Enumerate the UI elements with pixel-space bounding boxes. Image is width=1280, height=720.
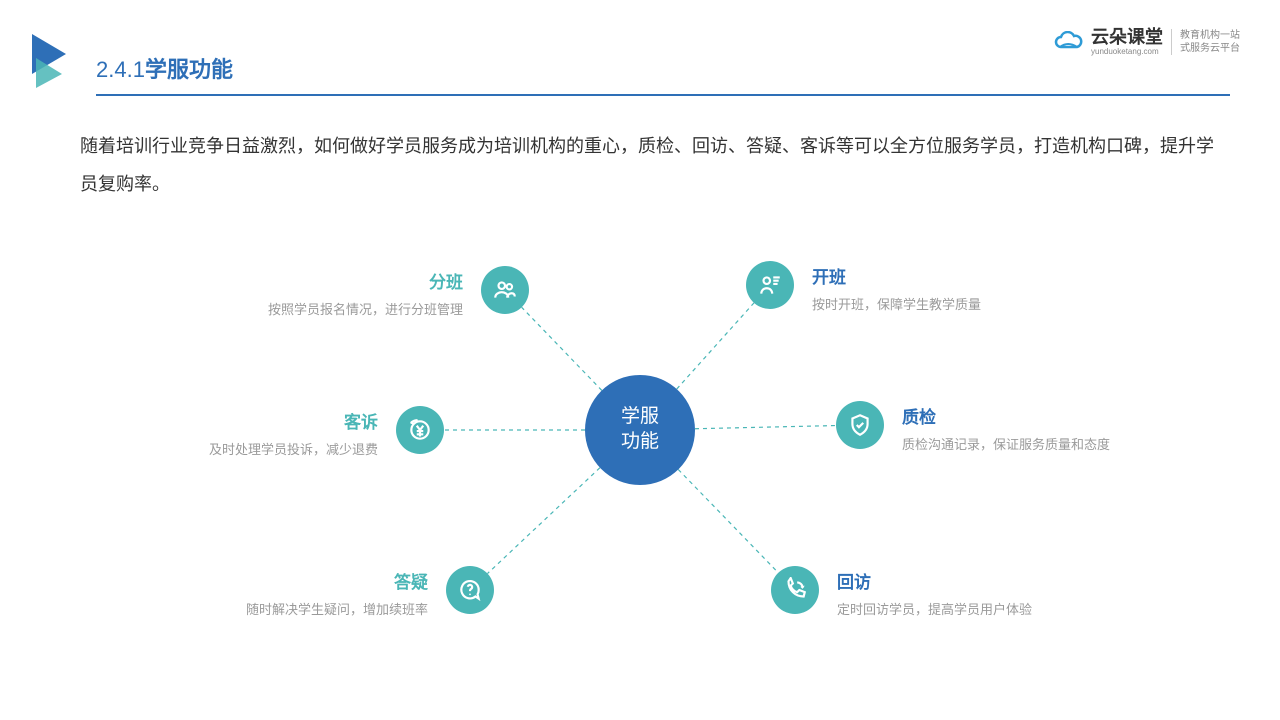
node-kaiban: [746, 261, 794, 309]
slide: 云朵课堂 yunduoketang.com 教育机构一站 式服务云平台 2.4.…: [0, 0, 1280, 720]
label-fenban: 分班按照学员报名情况，进行分班管理: [163, 268, 463, 318]
label-sub-kesu: 及时处理学员投诉，减少退费: [209, 439, 378, 458]
shield-check-icon: [847, 412, 873, 438]
question-bubble-icon: [457, 577, 483, 603]
label-title-kaiban: 开班: [812, 263, 846, 288]
section-number: 2.4.1: [96, 57, 145, 83]
person-board-icon: [757, 272, 783, 298]
label-dayi: 答疑随时解决学生疑问，增加续班率: [128, 568, 428, 618]
corner-play-icon: [32, 34, 82, 90]
title-underline: [96, 94, 1230, 96]
section-header: 2.4.1 学服功能: [96, 52, 1230, 96]
label-kaiban: 开班按时开班，保障学生教学质量: [812, 263, 1132, 313]
phone-callback-icon: [782, 577, 808, 603]
cloud-icon: [1053, 31, 1083, 53]
node-huifang: [771, 566, 819, 614]
label-huifang: 回访定时回访学员，提高学员用户体验: [837, 568, 1157, 618]
node-kesu: [396, 406, 444, 454]
label-sub-dayi: 随时解决学生疑问，增加续班率: [246, 599, 428, 618]
label-title-fenban: 分班: [429, 268, 463, 293]
node-zhijian: [836, 401, 884, 449]
label-sub-huifang: 定时回访学员，提高学员用户体验: [837, 599, 1032, 618]
hub-spoke-diagram: 学服功能 分班按照学员报名情况，进行分班管理客诉及时处理学员投诉，减少退费答疑随时…: [0, 230, 1280, 680]
label-sub-kaiban: 按时开班，保障学生教学质量: [812, 294, 981, 313]
description-text: 随着培训行业竞争日益激烈，如何做好学员服务成为培训机构的重心，质检、回访、答疑、…: [80, 128, 1220, 204]
label-sub-fenban: 按照学员报名情况，进行分班管理: [268, 299, 463, 318]
label-title-kesu: 客诉: [344, 408, 378, 433]
group-icon: [492, 277, 518, 303]
node-fenban: [481, 266, 529, 314]
label-kesu: 客诉及时处理学员投诉，减少退费: [78, 408, 378, 458]
brand-name: 云朵课堂: [1091, 28, 1163, 46]
label-zhijian: 质检质检沟通记录，保证服务质量和态度: [902, 403, 1222, 453]
node-dayi: [446, 566, 494, 614]
section-title: 学服功能: [145, 52, 233, 84]
label-title-zhijian: 质检: [902, 403, 936, 428]
label-title-dayi: 答疑: [394, 568, 428, 593]
label-title-huifang: 回访: [837, 568, 871, 593]
yen-refund-icon: [407, 417, 433, 443]
label-sub-zhijian: 质检沟通记录，保证服务质量和态度: [902, 434, 1110, 453]
hub-circle: 学服功能: [585, 375, 695, 485]
